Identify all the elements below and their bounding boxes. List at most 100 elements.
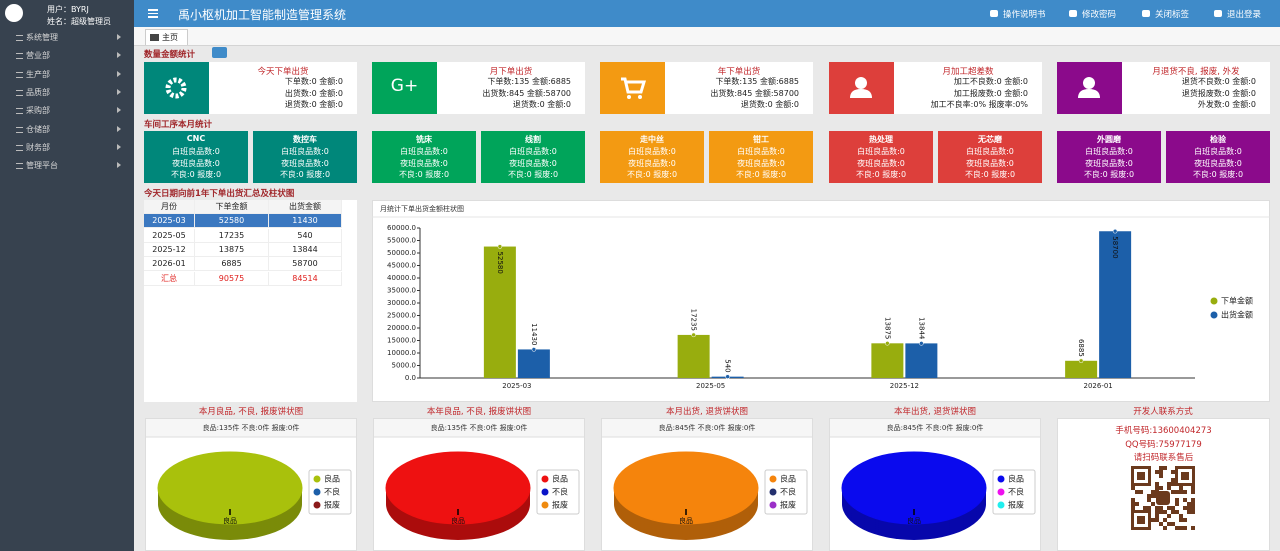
card-line: 退货不良数:0 金额:0 bbox=[1181, 77, 1256, 86]
value-label: 17235 bbox=[690, 309, 698, 331]
y-tick-label: 25000.0 bbox=[387, 312, 416, 320]
box-line: 夜班良品数:0 bbox=[172, 158, 220, 168]
slice-label: 良品 bbox=[679, 516, 693, 525]
menu-item[interactable]: 品质部 bbox=[0, 86, 134, 100]
gear-icon bbox=[165, 77, 187, 99]
qr-finder bbox=[1131, 510, 1151, 530]
y-tick-label: 10000.0 bbox=[387, 349, 416, 357]
menu-item[interactable]: 财务部 bbox=[0, 141, 134, 155]
box-line: 夜班良品数:0 bbox=[400, 158, 448, 168]
qr-module bbox=[1163, 518, 1167, 522]
legend-label: 报废 bbox=[552, 500, 568, 510]
legend-label: 下单金额 bbox=[1221, 296, 1253, 306]
table-cell: 58700 bbox=[269, 257, 342, 272]
bar-point bbox=[1078, 358, 1084, 364]
box-line: 白班良品数:0 bbox=[172, 147, 220, 156]
section-title: 今天日期向前1年下单出货汇总及柱状图 bbox=[144, 189, 295, 199]
qr-module bbox=[1155, 510, 1159, 514]
home-icon bbox=[150, 34, 159, 41]
home-tab[interactable]: 主页 bbox=[145, 29, 188, 45]
bar bbox=[1065, 360, 1098, 378]
legend-swatch bbox=[769, 475, 777, 483]
card-line: 下单数:135 金额:6885 bbox=[715, 77, 799, 86]
qr-module bbox=[1179, 526, 1183, 530]
chart-title: 月统计下单出货金额柱状图 bbox=[380, 204, 464, 213]
qr-module bbox=[1155, 514, 1159, 518]
menu-item[interactable]: 营业部 bbox=[0, 49, 134, 63]
table-cell: 2026-01 bbox=[144, 257, 195, 272]
header-link-icon bbox=[1214, 10, 1222, 17]
menu-item[interactable]: 仓储部 bbox=[0, 123, 134, 137]
qr-module bbox=[1131, 486, 1135, 490]
slice-label: 良品 bbox=[223, 516, 237, 525]
legend-label: 不良 bbox=[324, 487, 340, 497]
card-icon bbox=[829, 62, 894, 114]
card-line: 出货数:845 金额:58700 bbox=[482, 88, 571, 98]
card-icon bbox=[600, 62, 665, 114]
person-icon bbox=[1083, 77, 1095, 89]
qr-module bbox=[1179, 518, 1183, 522]
card-title: 年下单出货 bbox=[717, 67, 761, 77]
qr-module bbox=[1187, 510, 1191, 514]
box-line: 不良:0 报废:0 bbox=[398, 170, 450, 179]
bar bbox=[483, 246, 516, 378]
value-label: 13875 bbox=[883, 317, 891, 339]
qr-module bbox=[1159, 470, 1163, 474]
qr-module bbox=[1155, 518, 1159, 522]
qr-module bbox=[1191, 498, 1195, 502]
qr-module bbox=[1151, 490, 1155, 494]
card-line: 加工不良率:0% 报废率:0% bbox=[930, 100, 1028, 109]
table-cell: 13875 bbox=[195, 242, 269, 257]
qr-module bbox=[1151, 502, 1155, 506]
legend-label: 出货金额 bbox=[1221, 310, 1253, 320]
box-title: 线割 bbox=[525, 135, 541, 144]
qr-module bbox=[1143, 506, 1147, 510]
legend-label: 不良 bbox=[552, 487, 568, 497]
card-line: 外发数:0 金额:0 bbox=[1197, 100, 1256, 109]
table-cell: 84514 bbox=[269, 271, 342, 286]
legend-label: 报废 bbox=[324, 500, 340, 510]
table-cell: 下单金额 bbox=[195, 200, 269, 214]
menu-toggle[interactable] bbox=[148, 9, 158, 18]
menu-item[interactable]: 系统管理 bbox=[0, 31, 134, 45]
header-link-text: 修改密码 bbox=[1082, 10, 1117, 20]
chart-svg: 月统计下单出货金额柱状图 0.0 5000.0 10000.0 15000.0 20000… bbox=[372, 204, 1270, 390]
qr-module bbox=[1171, 490, 1175, 494]
legend-label: 良品 bbox=[552, 474, 568, 484]
menu-icon bbox=[16, 89, 23, 96]
card-line: 退货报废数:0 金额:0 bbox=[1181, 88, 1256, 98]
menu-icon bbox=[16, 163, 23, 170]
box-line: 白班良品数:0 bbox=[628, 147, 676, 156]
section-action[interactable] bbox=[212, 47, 227, 58]
pie-slice bbox=[385, 451, 531, 525]
qr-module bbox=[1147, 506, 1151, 510]
box-line: 不良:0 报废:0 bbox=[1083, 170, 1135, 179]
qr-module bbox=[1163, 526, 1167, 530]
box-line: 白班良品数:0 bbox=[966, 147, 1014, 156]
menu-item[interactable]: 管理平台 bbox=[0, 159, 134, 173]
menu-item[interactable]: 采购部 bbox=[0, 104, 134, 118]
table-panel bbox=[144, 200, 357, 402]
qr-module bbox=[1131, 502, 1135, 506]
y-tick-label: 35000.0 bbox=[387, 287, 416, 295]
header-link-icon bbox=[990, 10, 998, 17]
table-cell: 17235 bbox=[195, 228, 269, 243]
qr-module bbox=[1183, 490, 1187, 494]
box-line: 白班良品数:0 bbox=[857, 147, 905, 156]
y-tick-label: 30000.0 bbox=[387, 299, 416, 307]
menu-item[interactable]: 生产部 bbox=[0, 68, 134, 82]
qr-module bbox=[1191, 490, 1195, 494]
box-line: 白班良品数:0 bbox=[1085, 147, 1133, 156]
pie-subtitle: 良品:845件 不良:0件 报废:0件 bbox=[887, 423, 984, 432]
bar-point bbox=[531, 347, 537, 352]
table-cell: 52580 bbox=[195, 214, 269, 229]
workshop-box: 热处理 白班良品数:0 夜班良品数:0 不良:0 报废:0 bbox=[829, 131, 933, 183]
qr-module bbox=[1179, 490, 1183, 494]
tab-text: 主页 bbox=[162, 33, 178, 42]
box-title: 外圆磨 bbox=[1097, 135, 1121, 144]
section-title: 数量金额统计 bbox=[144, 50, 196, 60]
